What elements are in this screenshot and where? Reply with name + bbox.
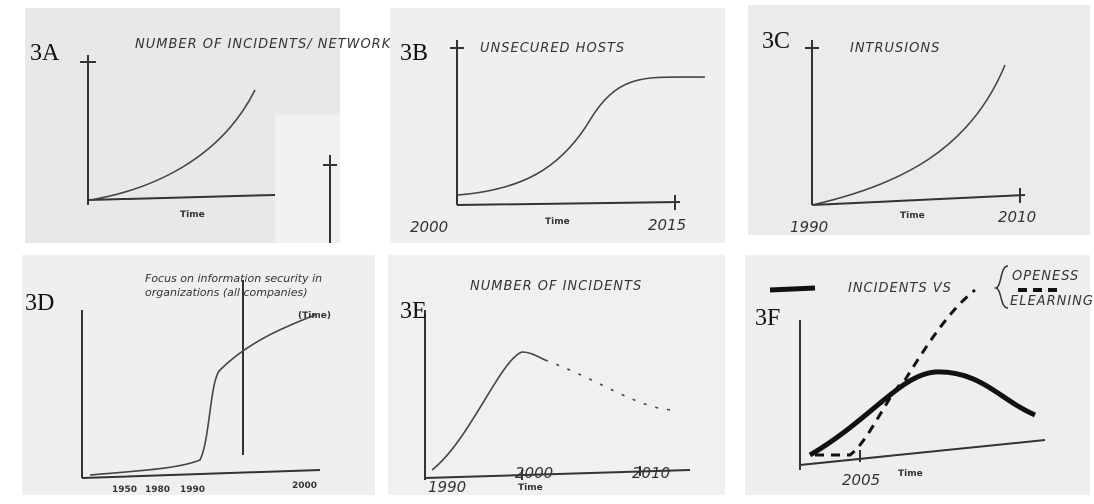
axis-text: Time	[898, 469, 923, 479]
panel-title: NUMBER OF INCIDENTS/ NETWORK	[135, 37, 392, 52]
panel-3b: 3B UNSECURED HOSTS 2000 Time 2015	[390, 8, 725, 243]
axis-text: 1990	[790, 218, 828, 236]
panel-title: INCIDENTS VS	[848, 281, 952, 296]
panel-label: 3C	[762, 28, 790, 54]
axis-text: 2000	[410, 218, 448, 236]
axis-text: 2010	[632, 464, 670, 482]
axis-text: 1950	[112, 485, 137, 495]
panel-label: 3B	[400, 40, 428, 66]
panel-3d: 3D Focus on information security in orga…	[22, 255, 375, 495]
axis-text: (Time)	[298, 311, 331, 321]
legend-text: ELEARNING	[1010, 294, 1094, 309]
panel-title: INTRUSIONS	[850, 41, 940, 56]
legend-text: OPENESS	[1012, 269, 1079, 284]
axis-text: 1990	[428, 478, 466, 496]
axis-text: 2010	[998, 208, 1036, 226]
axis-text: 1990	[180, 485, 205, 495]
panel-title: UNSECURED HOSTS	[480, 41, 625, 56]
panel-label: 3F	[755, 305, 780, 331]
axis-text: 2015	[648, 216, 686, 234]
panel-label: 3D	[25, 290, 54, 316]
panel-3c: 3C INTRUSIONS 1990 Time 2010	[748, 5, 1090, 236]
axis-text: 2005	[842, 471, 880, 489]
panel-title: NUMBER OF INCIDENTS	[470, 279, 642, 294]
axis-text: Time	[180, 210, 205, 220]
panel-3e: 3E NUMBER OF INCIDENTS 1990 2000 Time 20…	[388, 255, 725, 496]
panel-title-text: Focus on information security in organiz…	[145, 272, 325, 300]
axis-text: Time	[518, 483, 543, 493]
panel-3a: 3A NUMBER OF INCIDENTS/ NETWORK Time	[25, 8, 392, 243]
axis-text: 2000	[515, 464, 553, 482]
axis-text: Time	[900, 211, 925, 221]
figure: 3A NUMBER OF INCIDENTS/ NETWORK Time 3B …	[0, 0, 1094, 504]
panel-title: Focus on information security in organiz…	[145, 272, 325, 332]
axis-text: 2000	[292, 481, 317, 491]
panel-label: 3A	[30, 40, 60, 66]
panel-3f: 3F INCIDENTS VS OPENESS ELEARNING 2005 T…	[745, 255, 1094, 495]
panel-label: 3E	[400, 298, 427, 324]
axis-text: Time	[545, 217, 570, 227]
axis-text: 1980	[145, 485, 170, 495]
legend-solid	[770, 288, 815, 290]
